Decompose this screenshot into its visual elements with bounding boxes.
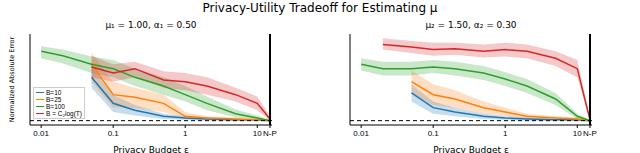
html-text:B=25: B=25: [46, 96, 62, 103]
svg-text:1: 1: [503, 129, 508, 138]
html-text:μ₂ = 1.50, α₂ = 0.30: μ₂ = 1.50, α₂ = 0.30: [425, 20, 517, 30]
svg-text:10: 10: [573, 129, 582, 138]
svg-text:1: 1: [183, 129, 188, 138]
html-text:Privacy-Utility Tradeoff for E: Privacy-Utility Tradeoff for Estimating …: [202, 1, 438, 15]
svg-text:Privacy Budget ε: Privacy Budget ε: [433, 145, 509, 153]
html-text:B=100: B=100: [46, 103, 65, 110]
svg-text:0.1: 0.1: [428, 129, 440, 138]
svg-text:N-P: N-P: [583, 129, 597, 138]
svg-text:0.1: 0.1: [108, 129, 120, 138]
svg-text:Normalized Absolute Error: Normalized Absolute Error: [8, 37, 16, 123]
svg-text:10: 10: [253, 129, 262, 138]
svg-text:Privacy Budget ε: Privacy Budget ε: [113, 145, 189, 153]
html-text:B = C₂log(T): B = C₂log(T): [46, 110, 82, 117]
svg-text:0.01: 0.01: [33, 129, 49, 138]
svg-text:N-P: N-P: [263, 129, 277, 138]
svg-text:0.01: 0.01: [353, 129, 369, 138]
html-text:B=10: B=10: [46, 89, 62, 96]
html-text:μ₁ = 1.00, α₁ = 0.50: μ₁ = 1.00, α₁ = 0.50: [105, 20, 197, 30]
